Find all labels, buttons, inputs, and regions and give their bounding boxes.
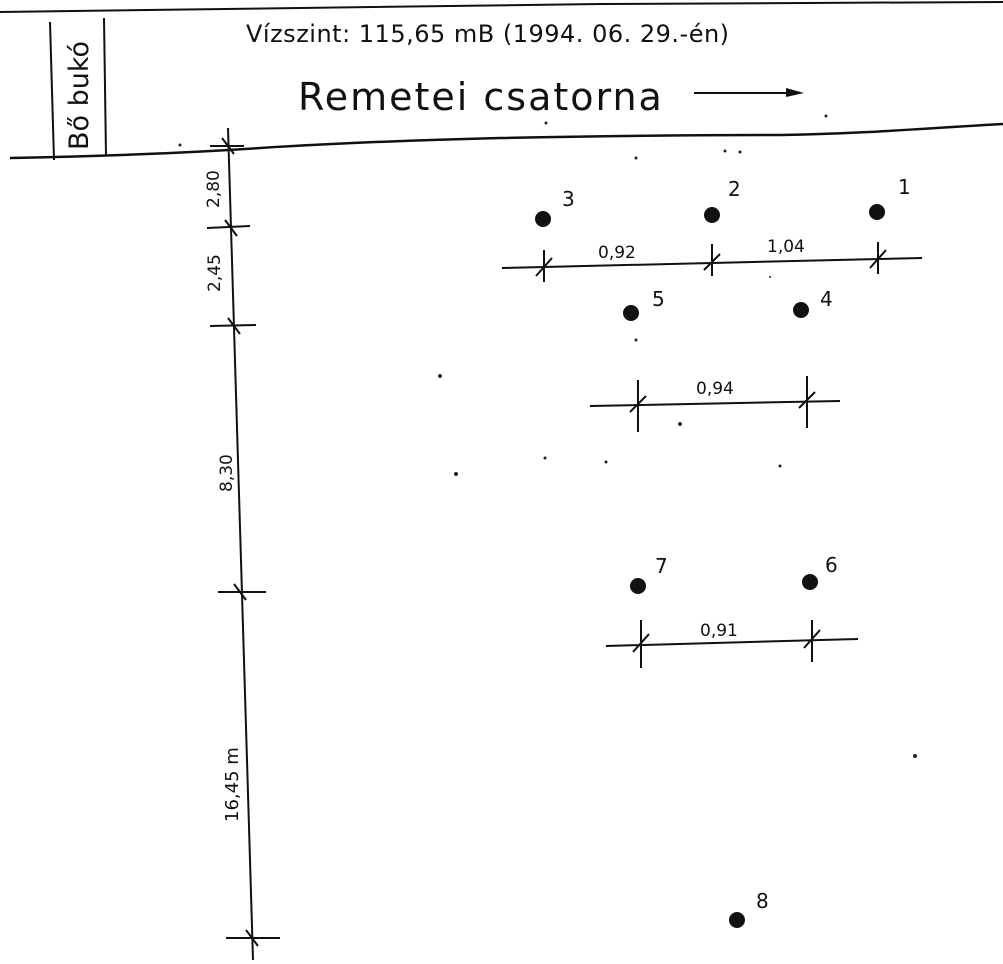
point-label-3: 3 <box>562 187 575 211</box>
weir-label: Bő bukó <box>64 41 95 150</box>
horizontal-dimension-row-2 <box>589 376 841 432</box>
vertical-dimension-1: 2,80 <box>204 170 224 208</box>
horizontal-dimension-3: 0,94 <box>696 379 734 399</box>
horizontal-dimension-row-3 <box>605 620 859 668</box>
scan-specks <box>178 114 917 758</box>
measurement-point-7 <box>630 578 646 594</box>
measurement-point-4 <box>793 302 809 318</box>
horizontal-dimension-4: 0,91 <box>700 621 738 641</box>
point-label-7: 7 <box>655 554 668 578</box>
measurement-points: 1 2 3 4 5 6 7 8 <box>535 175 911 928</box>
vertical-dimension-2: 2,45 <box>205 254 225 292</box>
measurement-point-5 <box>623 305 639 321</box>
water-level-text: Vízszint: 115,65 mB (1994. 06. 29.-én) <box>246 20 730 48</box>
top-border-line <box>0 1 1003 13</box>
measurement-point-1 <box>869 204 885 220</box>
point-label-5: 5 <box>652 287 665 311</box>
horizontal-dimension-1: 0,92 <box>598 243 636 263</box>
weir-label-box: Bő bukó <box>49 17 107 161</box>
canal-bank-line <box>9 122 1003 160</box>
point-label-2: 2 <box>728 177 741 201</box>
measurement-point-6 <box>802 574 818 590</box>
flow-arrow <box>694 88 804 97</box>
point-label-1: 1 <box>898 175 911 199</box>
measurement-point-2 <box>704 207 720 223</box>
horizontal-dimension-2: 1,04 <box>767 237 805 257</box>
vertical-dimension-3: 8,30 <box>217 454 237 492</box>
point-label-4: 4 <box>820 287 833 311</box>
vertical-dimension-4: 16,45 m <box>222 747 243 822</box>
measurement-point-8 <box>729 912 745 928</box>
horizontal-dimension-row-1 <box>501 242 923 282</box>
vertical-dimension-chain: 2,80 2,45 8,30 16,45 m <box>204 127 280 961</box>
measurement-point-3 <box>535 211 551 227</box>
point-label-8: 8 <box>756 889 769 913</box>
point-label-6: 6 <box>825 553 838 577</box>
canal-name: Remetei csatorna <box>298 75 664 119</box>
